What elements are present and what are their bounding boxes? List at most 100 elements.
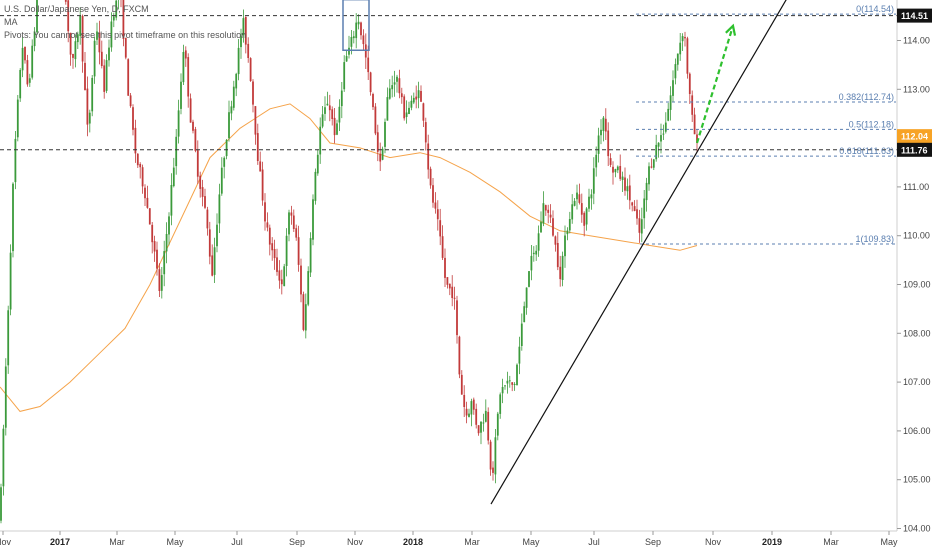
price-tag xyxy=(897,8,932,23)
candle-body xyxy=(393,82,396,85)
candle-body xyxy=(624,177,626,191)
candle-body xyxy=(331,109,334,119)
candle-body xyxy=(316,154,319,174)
candle-body xyxy=(189,98,192,123)
highlight-box xyxy=(342,0,370,52)
candle-body xyxy=(324,107,326,114)
x-tick-label: Sep xyxy=(289,537,305,547)
candle-body xyxy=(235,73,238,89)
candle-body xyxy=(79,15,82,36)
candle-body xyxy=(487,411,490,441)
candle-body xyxy=(336,123,338,135)
candle-body xyxy=(74,41,77,60)
candle-body xyxy=(115,0,118,18)
price-axis[interactable]: 104.00 105.00 106.00 107.00 108.00 109.00 110.… xyxy=(896,0,931,534)
x-tick-label: Mar xyxy=(464,537,480,547)
candle-body xyxy=(412,97,415,103)
price-tag-label: 111.76 xyxy=(901,145,928,155)
candle-body xyxy=(559,266,562,280)
candle-body xyxy=(609,158,612,165)
candle-body xyxy=(662,133,665,135)
candle-body xyxy=(208,229,211,257)
x-tick-label: Nov xyxy=(705,537,722,547)
ma-indicator-label[interactable]: MA xyxy=(4,17,18,27)
candle-body xyxy=(674,64,677,79)
candle-body xyxy=(343,62,346,90)
candle-body xyxy=(98,32,101,53)
candle-body xyxy=(468,413,470,417)
candle-body xyxy=(614,169,617,173)
price-tag xyxy=(897,129,932,144)
candle-body xyxy=(338,106,341,123)
candle-body xyxy=(552,218,554,236)
time-axis[interactable]: Nov 2017 Mar May Jul Sep Nov 2018 Mar May Jul Sep No… xyxy=(0,530,898,547)
candle-body xyxy=(415,96,418,100)
y-tick-label: 107.00 xyxy=(903,377,931,387)
candle-body xyxy=(271,243,274,251)
candle-body xyxy=(129,95,132,107)
candle-body xyxy=(280,279,283,285)
candle-body xyxy=(595,154,598,168)
candle-body xyxy=(252,81,254,105)
candle-body xyxy=(465,408,468,416)
candle-body xyxy=(391,85,394,90)
candle-body xyxy=(626,186,629,192)
candle-body xyxy=(542,203,545,224)
candle-body xyxy=(636,209,638,219)
pivots-indicator-label[interactable]: Pivots: You cannot see this pivot timefr… xyxy=(4,30,247,40)
candle-body xyxy=(192,121,194,131)
candle-body xyxy=(33,31,36,47)
candle-body xyxy=(31,45,34,78)
candle-body xyxy=(643,198,646,219)
candle-body xyxy=(292,215,295,229)
candle-body xyxy=(475,408,478,425)
candle-body xyxy=(384,121,386,147)
candle-body xyxy=(216,224,218,247)
candle-body xyxy=(600,129,602,136)
candle-body xyxy=(451,286,454,298)
candle-body xyxy=(535,250,538,255)
candle-body xyxy=(352,36,355,39)
candle-body xyxy=(602,117,605,131)
candle-body xyxy=(112,16,115,21)
candle-body xyxy=(422,103,425,121)
symbol-title[interactable]: U.S. Dollar/Japanese Yen, D, FXCM xyxy=(4,4,149,14)
candle-body xyxy=(506,380,509,384)
candle-body xyxy=(218,194,221,224)
candle-body xyxy=(429,168,432,186)
candle-body xyxy=(664,122,667,132)
x-tick-label: 2018 xyxy=(403,537,423,547)
candle-body xyxy=(417,90,420,99)
candle-body xyxy=(367,57,370,73)
candle-body xyxy=(660,135,662,142)
candle-body xyxy=(309,238,312,273)
candle-body xyxy=(645,182,648,201)
candle-body xyxy=(232,86,235,108)
candle-body xyxy=(148,208,151,225)
x-tick-label: Mar xyxy=(109,537,125,547)
candle-body xyxy=(648,166,650,185)
y-tick-label: 105.00 xyxy=(903,475,931,485)
candle-body xyxy=(374,106,377,134)
candle-body xyxy=(446,277,449,285)
x-tick-label: Sep xyxy=(645,537,661,547)
candle-body xyxy=(76,34,79,43)
candle-body xyxy=(499,394,502,414)
x-tick-label: Jul xyxy=(231,537,243,547)
candle-body xyxy=(544,205,547,211)
candle-body xyxy=(576,192,578,200)
candle-body xyxy=(108,47,110,61)
candle-body xyxy=(494,437,497,475)
candle-body xyxy=(631,202,634,206)
candle-body xyxy=(652,159,655,168)
candle-body xyxy=(566,230,569,235)
candle-body xyxy=(163,251,166,275)
candle-body xyxy=(319,126,322,155)
candle-body xyxy=(573,200,576,206)
candle-body xyxy=(177,110,180,137)
candle-body xyxy=(362,35,365,45)
x-tick-label: May xyxy=(166,537,184,547)
candle-body xyxy=(400,93,403,98)
